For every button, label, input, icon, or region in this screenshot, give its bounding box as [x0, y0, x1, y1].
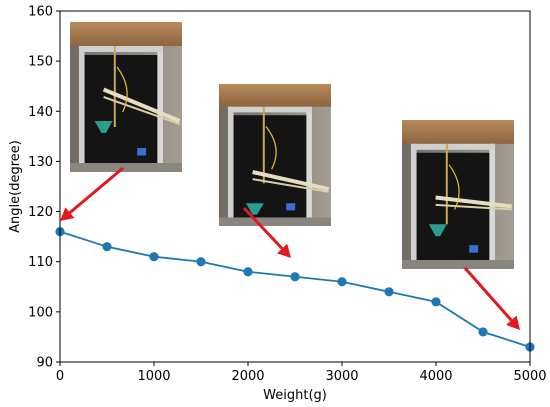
y-axis: 90 100 110 120 130 140 150 160	[28, 5, 60, 371]
y-tick-label: 160	[28, 5, 53, 20]
photo-insets	[70, 22, 514, 269]
red-arrow	[463, 267, 520, 330]
annotation-arrows	[60, 166, 520, 330]
series-layer	[55, 227, 535, 352]
red-arrow	[60, 166, 124, 221]
y-tick-label: 90	[36, 356, 53, 371]
y-tick-label: 130	[28, 155, 53, 170]
plot-frame	[59, 10, 531, 363]
y-tick-label: 100	[28, 305, 53, 320]
robot-photo-inset	[70, 22, 182, 172]
y-tick-label: 110	[28, 255, 53, 270]
data-point	[337, 277, 347, 287]
red-arrow	[242, 206, 291, 258]
x-axis: 0 1000 2000 3000 4000 5000	[56, 362, 547, 384]
data-point	[196, 257, 206, 267]
x-axis-title: Weight(g)	[263, 388, 327, 403]
data-point	[290, 272, 300, 282]
x-tick-label: 3000	[325, 369, 358, 384]
y-tick-label: 150	[28, 55, 53, 70]
x-tick-label: 4000	[419, 369, 452, 384]
data-point	[478, 327, 488, 337]
y-tick-label: 120	[28, 205, 53, 220]
robot-photo-inset	[402, 120, 514, 269]
data-point	[243, 267, 253, 277]
data-point	[431, 297, 441, 307]
x-tick-label: 1000	[137, 369, 170, 384]
x-tick-label: 2000	[231, 369, 264, 384]
robot-photo-inset	[219, 84, 331, 226]
data-point	[384, 287, 394, 297]
y-axis-title: Angle(degree)	[8, 140, 23, 233]
data-point	[102, 242, 112, 252]
data-point	[149, 252, 159, 262]
y-tick-label: 140	[28, 105, 53, 120]
x-tick-label: 5000	[513, 369, 546, 384]
x-tick-label: 0	[56, 369, 64, 384]
